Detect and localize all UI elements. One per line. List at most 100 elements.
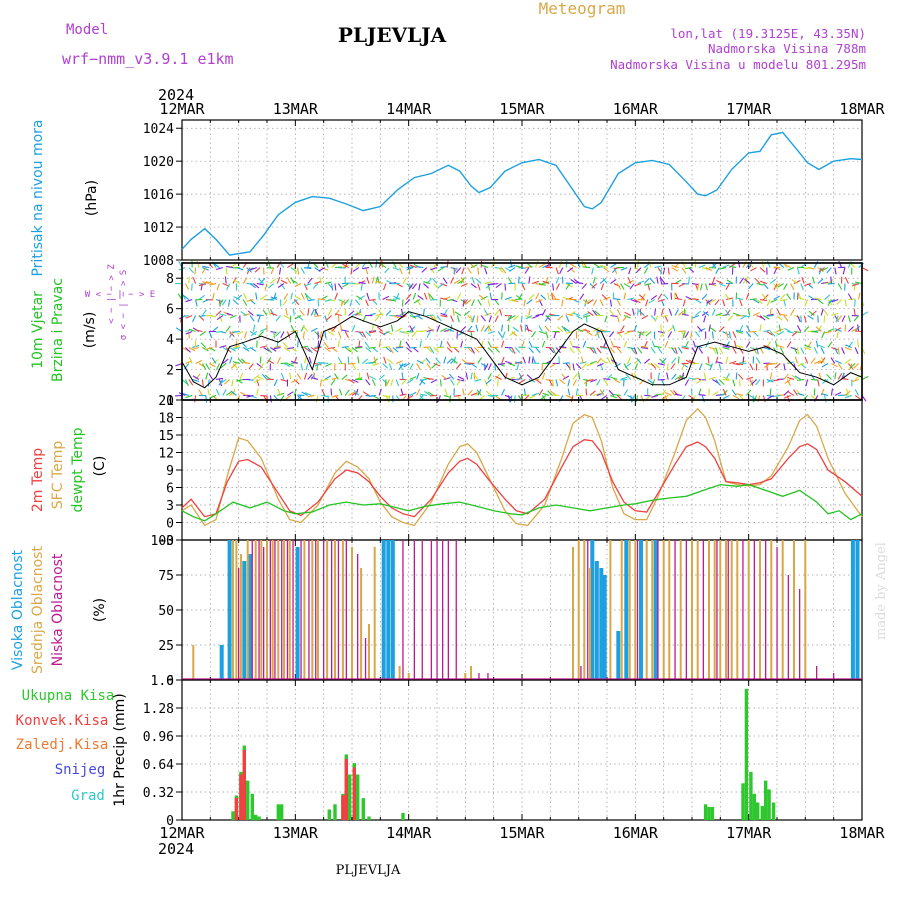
wind-arrow: [552, 379, 554, 387]
wind-arrow: [471, 276, 475, 284]
wind-arrow: [378, 309, 384, 316]
mid-cloud-bar: [679, 540, 682, 680]
wind-arrow: [600, 264, 608, 269]
wind-arrow: [599, 389, 605, 396]
wind-arrow: [362, 267, 370, 270]
wind-arrow: [515, 265, 523, 269]
wind-arrow: [623, 340, 628, 348]
wind-arrow: [541, 340, 546, 348]
wind-arrow: [722, 378, 730, 381]
wind-arrow: [435, 357, 441, 364]
wind-arrow: [722, 299, 726, 307]
wind-arrow: [521, 340, 525, 348]
y-tick-label: 0: [166, 814, 174, 829]
wind-arrow: [342, 283, 349, 288]
mid-cloud-bar: [620, 540, 623, 680]
wind-arrow: [551, 292, 554, 300]
wind-arrow: [660, 277, 666, 284]
wind-arrow: [674, 347, 678, 355]
wind-arrow: [276, 357, 281, 364]
wind-arrow: [637, 260, 639, 268]
wind-arrow: [528, 294, 535, 300]
total-precip-bar: [276, 804, 280, 821]
wind-arrow: [222, 389, 227, 396]
wind-arrow: [470, 347, 475, 354]
wind-arrow: [364, 341, 370, 348]
wind-arrow: [270, 267, 275, 275]
wind-arrow: [319, 379, 322, 387]
meteogram-label: Meteogram: [539, 0, 626, 18]
wind-arrow: [737, 373, 744, 380]
wind-arrow: [523, 299, 526, 307]
wind-arrow: [257, 315, 261, 323]
wind-arrow: [456, 293, 462, 300]
wind-arrow: [648, 260, 652, 268]
wind-arrow: [446, 260, 449, 268]
wind-arrow: [711, 308, 716, 316]
wind-arrow: [324, 299, 332, 302]
wind-arrow: [351, 378, 359, 383]
wind-arrow: [844, 276, 849, 284]
low-cloud-bar: [274, 540, 276, 680]
wind-arrow: [565, 394, 573, 399]
mid-cloud-bar: [317, 540, 319, 680]
wind-arrow: [853, 363, 859, 369]
wind-arrow: [744, 278, 751, 284]
wind-arrow: [583, 314, 591, 318]
wind-arrow: [354, 388, 359, 396]
mid-cloud-bar: [407, 673, 410, 680]
wind-arrow: [817, 344, 825, 349]
wind-arrow: [348, 362, 356, 365]
wind-arrow: [477, 267, 480, 275]
high-cloud-bar: [295, 547, 300, 680]
wind-arrow: [790, 283, 795, 291]
wind-arrow: [623, 283, 631, 288]
wind-arrow: [280, 279, 288, 285]
wind-arrow: [501, 324, 504, 332]
wind-arrow: [419, 393, 427, 396]
wind-arrow: [800, 347, 805, 355]
wind-arrow: [606, 356, 611, 364]
total-precip-bar: [257, 816, 261, 820]
wind-arrow: [233, 296, 241, 301]
wind-arrow: [240, 391, 247, 396]
wind-arrow: [439, 379, 442, 387]
wind-arrow: [239, 372, 244, 380]
wind-arrow: [678, 330, 686, 333]
wind-arrow: [416, 266, 424, 269]
wind-arrow: [484, 363, 489, 370]
y-tick-label: 25: [158, 639, 174, 654]
wind-arrow: [458, 331, 465, 336]
mid-cloud-bar: [470, 666, 472, 680]
wind-arrow: [202, 265, 210, 269]
wind-arrow: [545, 331, 549, 339]
wind-arrow: [431, 363, 438, 369]
wind-arrow: [793, 347, 798, 354]
high-cloud-bar: [602, 575, 607, 680]
total-precip-bar: [749, 771, 753, 820]
wind-arrow: [386, 280, 394, 285]
high-cloud-bar: [227, 540, 232, 680]
wind-arrow: [375, 260, 378, 268]
low-cloud-bar: [442, 540, 444, 680]
wind-arrow: [616, 283, 622, 290]
low-cloud-bar: [727, 540, 729, 680]
wind-arrow: [497, 362, 505, 367]
wind-arrow: [637, 347, 643, 354]
wind-arrow: [724, 309, 730, 316]
wind-arrow: [610, 340, 615, 348]
wind-arrow: [766, 299, 771, 307]
wind-arrow: [634, 283, 642, 287]
wind-arrow: [212, 359, 219, 364]
wind-arrow: [229, 315, 237, 319]
wind-arrow: [620, 283, 625, 290]
wind-arrow: [702, 311, 710, 316]
wind-arrow: [797, 362, 805, 367]
mid-cloud-bar: [577, 540, 580, 680]
wind-arrow: [718, 283, 726, 287]
wind-arrow: [457, 375, 465, 380]
wind-arrow: [218, 315, 223, 323]
wind-arrow: [382, 363, 389, 369]
wind-arrow: [299, 309, 305, 316]
wind-arrow: [371, 379, 376, 387]
